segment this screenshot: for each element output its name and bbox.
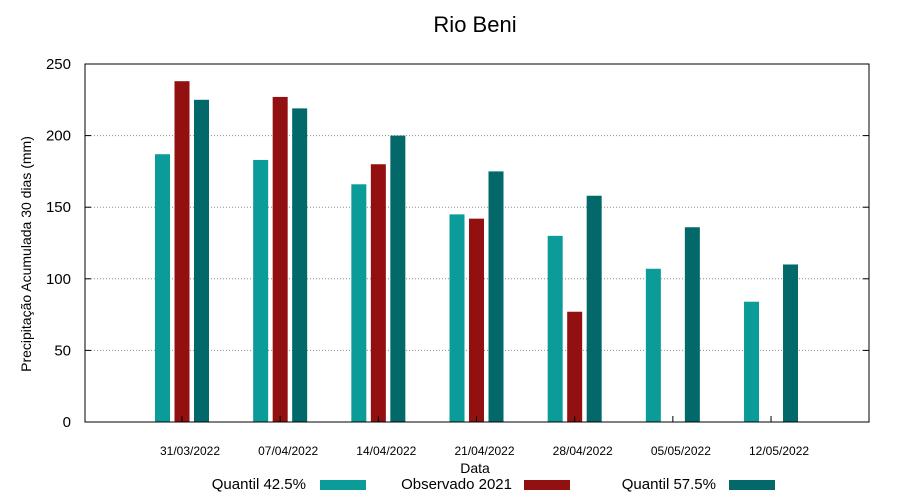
y-tick-label: 100 <box>46 271 71 288</box>
bar <box>547 235 563 422</box>
y-tick-label: 0 <box>63 414 71 431</box>
legend-swatch <box>524 480 570 490</box>
legend-swatch <box>320 480 366 490</box>
legend-label: Observado 2021 <box>401 476 512 493</box>
legend-label: Quantil 42.5% <box>212 476 306 493</box>
bar <box>194 99 209 423</box>
x-tick-label: 14/04/2022 <box>356 444 416 458</box>
x-tick-label: 31/03/2022 <box>160 444 220 458</box>
y-axis-label: Precipitação Acumulada 30 dias (mm) <box>18 136 34 372</box>
bars <box>155 81 799 423</box>
bar <box>744 301 760 422</box>
x-tick-label: 05/05/2022 <box>651 444 711 458</box>
bar <box>449 214 465 422</box>
bar <box>645 268 661 422</box>
bar <box>567 311 583 422</box>
bar <box>488 171 504 422</box>
bar <box>469 218 485 422</box>
bar <box>292 108 308 422</box>
bar <box>155 154 170 422</box>
chart-title: Rio Beni <box>433 12 516 37</box>
x-axis-ticks: 31/03/2022 07/04/2022 14/04/2022 21/04/2022… <box>160 416 809 458</box>
x-tick-label: 28/04/2022 <box>553 444 613 458</box>
y-tick-label: 150 <box>46 199 71 216</box>
legend-swatch <box>729 480 775 490</box>
bar <box>783 264 799 422</box>
x-tick-label: 12/05/2022 <box>749 444 809 458</box>
legend: Quantil 42.5% Observado 2021 Quantil 57.5% <box>212 476 775 493</box>
x-axis-label: Data <box>460 460 490 476</box>
bar <box>370 164 386 423</box>
bar <box>586 195 602 422</box>
bar <box>253 159 269 422</box>
y-tick-label: 200 <box>46 128 71 145</box>
y-axis-ticks: 0 50 100 150 200 250 <box>46 56 869 431</box>
x-tick-label: 21/04/2022 <box>454 444 514 458</box>
bar <box>390 135 406 422</box>
bar <box>351 184 367 422</box>
bar <box>174 81 190 423</box>
y-tick-label: 50 <box>54 342 71 359</box>
legend-label: Quantil 57.5% <box>622 476 716 493</box>
bar <box>684 227 700 422</box>
y-tick-label: 250 <box>46 56 71 73</box>
x-tick-label: 07/04/2022 <box>258 444 318 458</box>
bar <box>272 96 288 422</box>
